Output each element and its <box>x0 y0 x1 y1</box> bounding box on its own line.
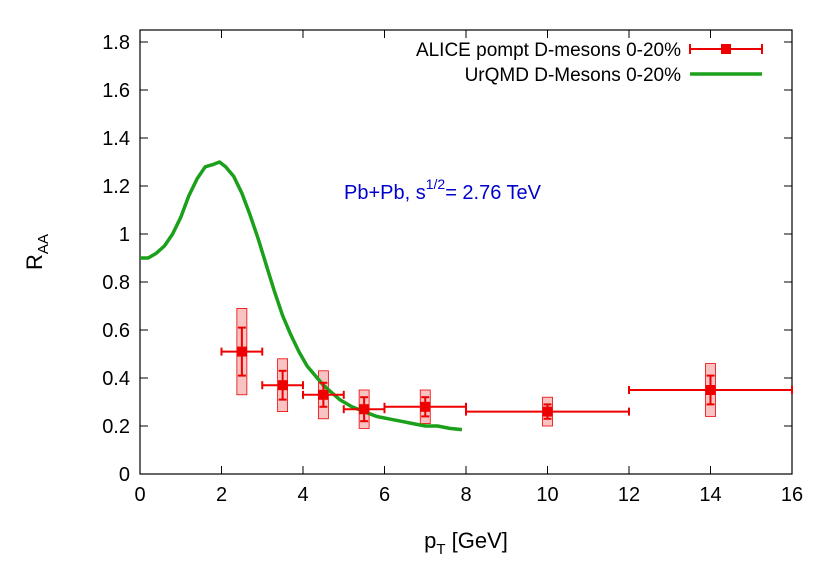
data-point <box>420 401 431 412</box>
x-tick-label: 12 <box>618 484 640 506</box>
series-layer <box>140 160 793 432</box>
data-point <box>542 406 553 417</box>
collision-annotation: Pb+Pb, s1/2= 2.76 TeV <box>344 176 542 204</box>
x-tick-label: 14 <box>699 484 721 506</box>
y-tick-label: 1 <box>119 224 130 246</box>
x-tick-label: 0 <box>134 484 145 506</box>
legend-label-urqmd: UrQMD D-Mesons 0-20% <box>465 65 682 86</box>
y-tick-label: 0.6 <box>102 320 130 342</box>
x-tick-label: 10 <box>536 484 558 506</box>
x-tick-label: 4 <box>297 484 308 506</box>
x-tick-label: 2 <box>216 484 227 506</box>
data-point <box>318 389 329 400</box>
data-point <box>277 380 288 391</box>
x-tick-label: 16 <box>781 484 803 506</box>
legend-swatch-alice <box>689 44 763 54</box>
x-tick-label: 8 <box>460 484 471 506</box>
y-tick-label: 1.4 <box>102 128 130 150</box>
y-tick-label: 0.8 <box>102 272 130 294</box>
data-point <box>236 346 247 357</box>
urqmd-curve <box>140 160 463 432</box>
x-axis-title: pT [GeV] <box>424 528 508 558</box>
y-tick-label: 1.8 <box>102 32 130 54</box>
y-tick-label: 1.2 <box>102 176 130 198</box>
data-point <box>359 404 370 415</box>
y-tick-label: 0.4 <box>102 368 130 390</box>
y-tick-label: 0 <box>119 464 130 486</box>
y-tick-label: 0.2 <box>102 416 130 438</box>
axis-ticks <box>139 30 793 475</box>
data-point <box>705 385 716 395</box>
legend-label-alice: ALICE pompt D-mesons 0-20% <box>416 40 681 61</box>
axis-tick-labels: 0 2 4 6 8 10 12 14 16 0 0.2 0.4 0.6 0.8 1 1.2 1.4 1.6 1.8 <box>102 32 803 506</box>
y-axis-title: RAA <box>22 234 52 270</box>
legend: ALICE pompt D-mesons 0-20% UrQMD D-Meson… <box>416 40 763 86</box>
x-tick-label: 6 <box>379 484 390 506</box>
y-tick-label: 1.6 <box>102 80 130 102</box>
